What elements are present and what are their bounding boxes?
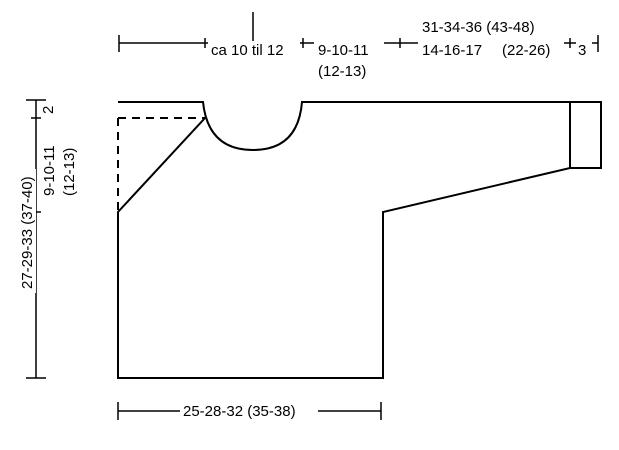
sleeve-length-label: 14-16-17: [422, 42, 482, 59]
total-height-label: 27-29-33 (37-40): [19, 176, 36, 289]
garment-outline: [117, 101, 602, 379]
top-height-label: 2: [40, 106, 57, 114]
shoulder-width-label: 9-10-11: [318, 42, 369, 59]
cuff-length-label: 3: [578, 42, 586, 59]
shoulder-width-alt-label: (12-13): [318, 63, 366, 80]
neck-width-label: ca 10 til 12: [211, 42, 284, 59]
body-outline: [117, 101, 602, 379]
armhole-height-alt-label: (12-13): [61, 148, 78, 196]
sleeve-length-alt-label: (22-26): [502, 42, 550, 59]
armhole-height-label: 9-10-11: [41, 145, 58, 196]
body-width-label: 25-28-32 (35-38): [183, 403, 296, 420]
total-width-label: 31-34-36 (43-48): [422, 19, 535, 36]
